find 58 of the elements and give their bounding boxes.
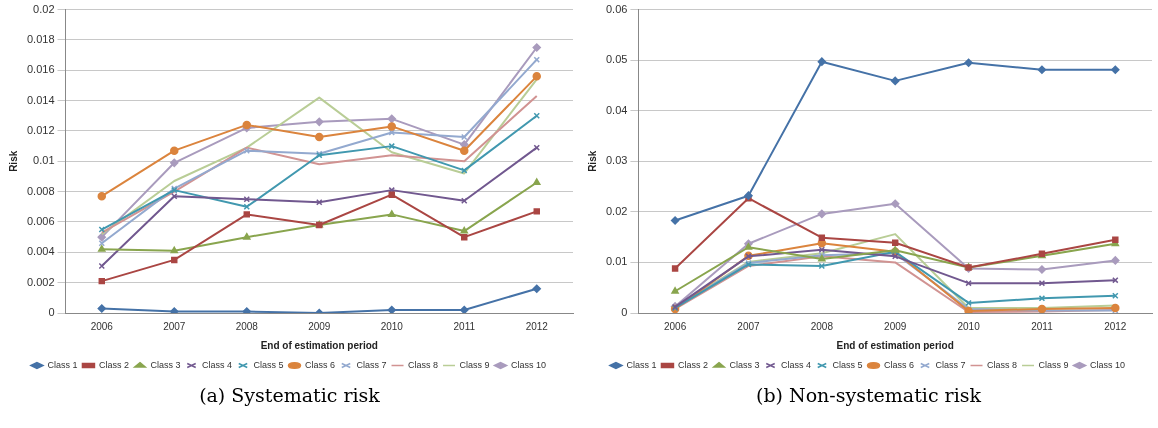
x-tick-label: 2007 — [737, 320, 761, 332]
y-tick-label: 0 — [48, 306, 55, 319]
legend-label: Class 4 — [201, 359, 232, 370]
legend-label: Class 1 — [626, 359, 657, 370]
x-tick-label: 2008 — [235, 320, 259, 332]
text: (b) Non-systematic risk — [755, 384, 982, 406]
x-tick-label: 2009 — [308, 320, 331, 332]
legend-label: Class 6 — [884, 359, 915, 370]
legend-label: Class 3 — [150, 359, 181, 370]
y-tick-label: 0.018 — [27, 32, 55, 45]
x-tick-label: 2010 — [957, 320, 981, 332]
y-axis-title: Risk — [586, 150, 598, 172]
y-tick-label: 0.004 — [27, 245, 55, 258]
x-tick-label: 2006 — [663, 320, 687, 332]
y-tick-label: 0.012 — [27, 123, 55, 136]
legend-label: Class 4 — [780, 359, 811, 370]
legend-label: Class 7 — [935, 359, 966, 370]
y-tick-label: 0.016 — [27, 63, 55, 76]
y-tick-label: 0.01 — [33, 154, 55, 167]
x-axis-title: End of estimation period — [836, 339, 954, 351]
x-tick-label: 2012 — [525, 320, 549, 332]
y-tick-label: 0.002 — [27, 275, 55, 288]
legend-label: Class 9 — [1038, 359, 1069, 370]
y-tick-label: 0.04 — [605, 103, 628, 116]
y-tick-label: 0.02 — [605, 204, 628, 217]
legend-label: Class 2 — [677, 359, 708, 370]
y-tick-label: 0.008 — [27, 184, 55, 197]
x-tick-label: 2012 — [1104, 320, 1127, 332]
legend-label: Class 5 — [832, 359, 863, 370]
y-tick-label: 0.05 — [605, 53, 628, 66]
legend-label: Class 7 — [356, 359, 387, 370]
y-tick-label: 0.01 — [605, 255, 628, 268]
legend-label: Class 8 — [987, 359, 1018, 370]
y-tick-label: 0.006 — [27, 215, 55, 228]
legend-label: Class 10 — [511, 359, 547, 370]
x-tick-label: 2006 — [90, 320, 114, 332]
legend-label: Class 6 — [305, 359, 336, 370]
y-tick-label: 0.02 — [33, 2, 55, 15]
legend-label: Class 1 — [47, 359, 78, 370]
text: (a) Systematic risk — [198, 384, 381, 406]
x-tick-label: 2010 — [380, 320, 404, 332]
legend-label: Class 2 — [98, 359, 129, 370]
y-axis-title: Risk — [7, 150, 19, 172]
x-tick-label: 2011 — [453, 320, 476, 332]
legend-label: Class 10 — [1090, 359, 1126, 370]
legend-label: Class 9 — [459, 359, 490, 370]
legend-label: Class 5 — [253, 359, 284, 370]
legend-label: Class 3 — [729, 359, 760, 370]
y-tick-label: 0.06 — [605, 2, 628, 15]
y-tick-label: 0.014 — [27, 93, 55, 106]
x-tick-label: 2011 — [1031, 320, 1054, 332]
y-tick-label: 0.03 — [605, 154, 628, 167]
x-tick-label: 2008 — [810, 320, 834, 332]
x-tick-label: 2007 — [163, 320, 186, 332]
x-tick-label: 2009 — [884, 320, 907, 332]
x-axis-title: End of estimation period — [260, 339, 378, 351]
y-tick-label: 0 — [621, 306, 628, 319]
legend-label: Class 8 — [408, 359, 439, 370]
